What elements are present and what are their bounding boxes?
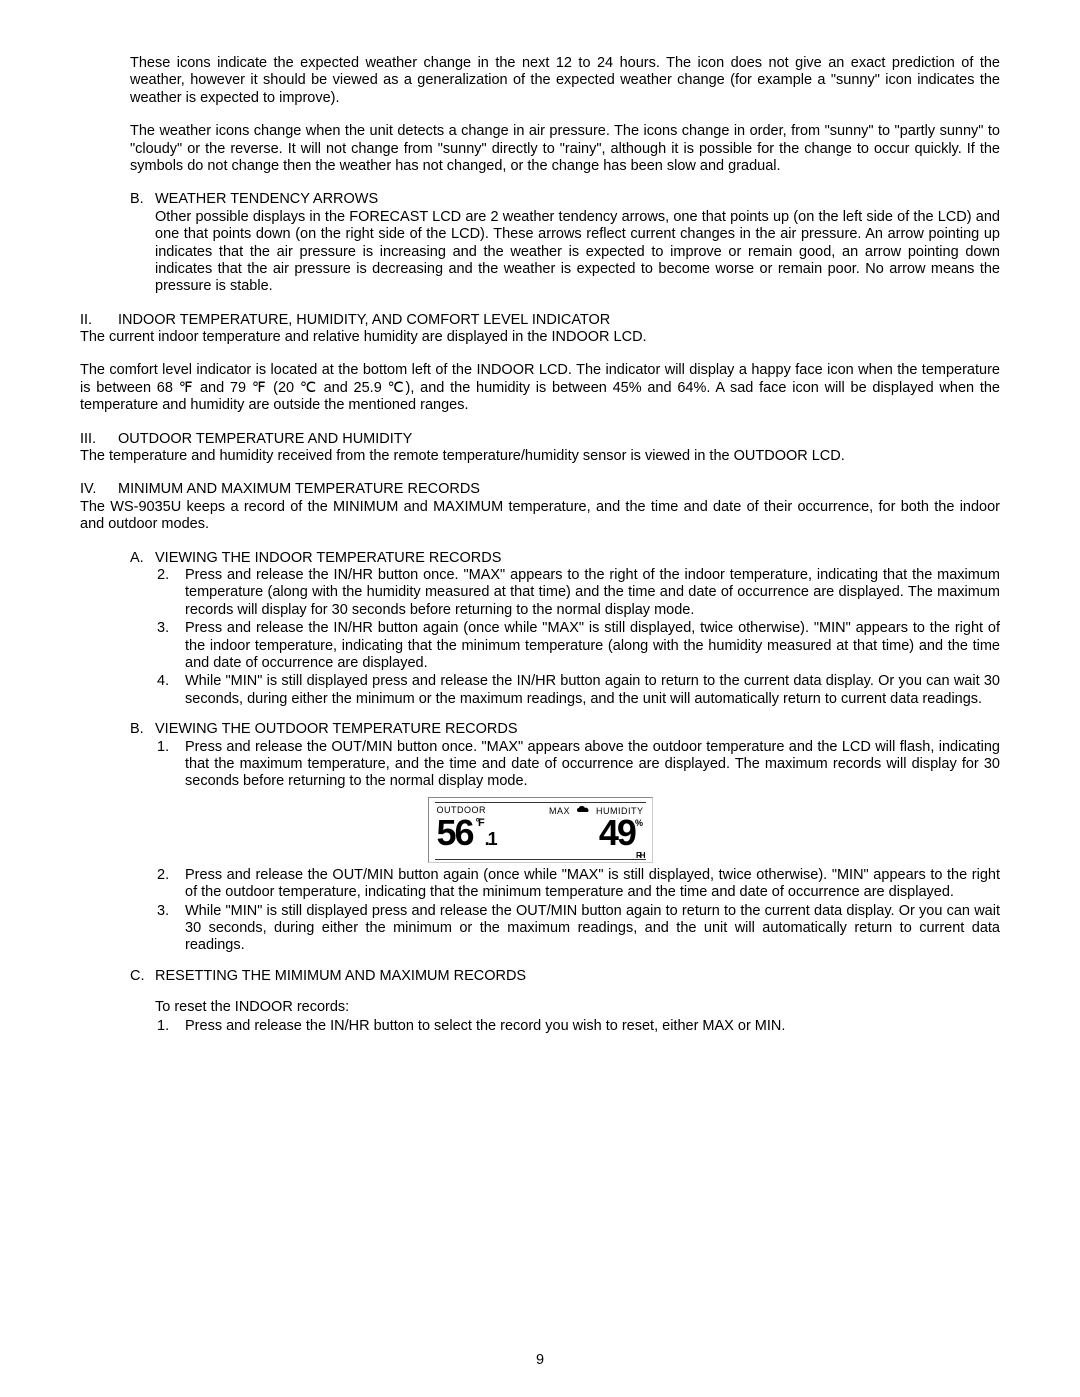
subsection-c-intro: To reset the INDOOR records: [155,999,1000,1016]
lcd-temperature: 56 °F .1 [437,817,496,849]
section-ii-p1: The current indoor temperature and relat… [80,329,1000,346]
list-item: 1. Press and release the IN/HR button to… [155,1018,1000,1035]
lcd-temp-int: 56 [437,817,473,849]
subsection-b-heading: B. VIEWING THE OUTDOOR TEMPERATURE RECOR… [80,721,1000,738]
item-text: While "MIN" is still displayed press and… [185,673,1000,708]
item-text: Press and release the IN/HR button to se… [185,1018,1000,1035]
intro-paragraph-1: These icons indicate the expected weathe… [130,55,1000,107]
section-iii-title: OUTDOOR TEMPERATURE AND HUMIDITY [118,431,412,448]
section-iv-numeral: IV. [80,481,118,498]
item-number: 1. [155,1018,185,1035]
lcd-temp-unit: °F [476,819,483,829]
list-item: 3. While "MIN" is still displayed press … [155,903,1000,955]
item-number: 1. [155,739,185,791]
lcd-hum-value: 49 [599,817,635,849]
lcd-max-label: MAX [549,806,570,817]
section-ii-title: INDOOR TEMPERATURE, HUMIDITY, AND COMFOR… [118,312,610,329]
section-b-label: B. [130,191,155,208]
section-iv-heading: IV. MINIMUM AND MAXIMUM TEMPERATURE RECO… [80,481,1000,498]
section-iii-p1: The temperature and humidity received fr… [80,448,1000,465]
section-iv-p1: The WS-9035U keeps a record of the MINIM… [80,499,1000,534]
item-number: 3. [155,903,185,955]
lcd-hum-pct: % [635,819,644,827]
subsection-a-heading: A. VIEWING THE INDOOR TEMPERATURE RECORD… [80,550,1000,567]
subsection-c-heading: C. RESETTING THE MIMIMUM AND MAXIMUM REC… [80,968,1000,985]
item-text: While "MIN" is still displayed press and… [185,903,1000,955]
lcd-hum-rh: RH [636,852,644,859]
subsection-a-label: A. [130,550,155,567]
section-iii-heading: III. OUTDOOR TEMPERATURE AND HUMIDITY [80,431,1000,448]
intro-paragraph-2: The weather icons change when the unit d… [130,123,1000,175]
section-iii-numeral: III. [80,431,118,448]
page-number: 9 [80,1352,1000,1369]
item-number: 2. [155,567,185,619]
list-item: 1. Press and release the OUT/MIN button … [155,739,1000,791]
lcd-humidity: 49 % RH [599,817,644,858]
document-page: These icons indicate the expected weathe… [0,0,1080,1397]
item-number: 2. [155,867,185,902]
subsection-b-title: VIEWING THE OUTDOOR TEMPERATURE RECORDS [155,721,518,738]
subsection-c-title: RESETTING THE MIMIMUM AND MAXIMUM RECORD… [155,968,526,985]
subsection-c-label: C. [130,968,155,985]
section-b-heading: B. WEATHER TENDENCY ARROWS [80,191,1000,208]
section-ii-heading: II. INDOOR TEMPERATURE, HUMIDITY, AND CO… [80,312,1000,329]
section-b-title: WEATHER TENDENCY ARROWS [155,191,378,208]
item-text: Press and release the IN/HR button again… [185,620,1000,672]
lcd-temp-decimal: .1 [485,831,496,847]
item-number: 3. [155,620,185,672]
list-item: 4. While "MIN" is still displayed press … [155,673,1000,708]
item-number: 4. [155,673,185,708]
item-text: Press and release the OUT/MIN button aga… [185,867,1000,902]
item-text: Press and release the IN/HR button once.… [185,567,1000,619]
lcd-figure: OUTDOOR MAX HUMIDITY 56 °F .1 [428,797,653,863]
section-ii-p2: The comfort level indicator is located a… [80,362,1000,414]
subsection-b-label: B. [130,721,155,738]
section-ii-numeral: II. [80,312,118,329]
subsection-a-title: VIEWING THE INDOOR TEMPERATURE RECORDS [155,550,501,567]
section-iv-title: MINIMUM AND MAXIMUM TEMPERATURE RECORDS [118,481,480,498]
list-item: 2. Press and release the IN/HR button on… [155,567,1000,619]
list-item: 3. Press and release the IN/HR button ag… [155,620,1000,672]
list-item: 2. Press and release the OUT/MIN button … [155,867,1000,902]
item-text: Press and release the OUT/MIN button onc… [185,739,1000,791]
section-b-body: Other possible displays in the FORECAST … [155,209,1000,296]
cloud-icon [576,805,590,818]
